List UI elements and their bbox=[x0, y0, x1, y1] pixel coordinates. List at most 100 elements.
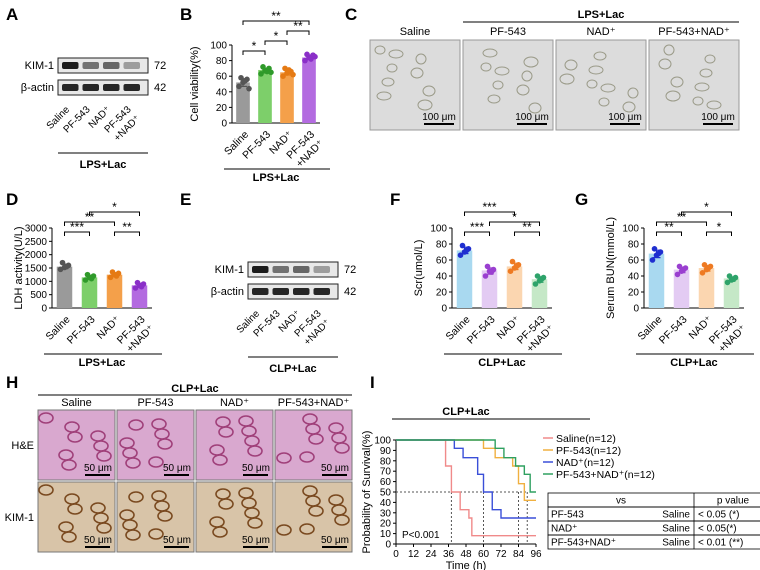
panelB-data-point bbox=[302, 57, 308, 64]
panelG-significance-label: ** bbox=[677, 210, 687, 224]
panelB-significance-label: ** bbox=[271, 9, 281, 23]
panel-letter-D: D bbox=[6, 190, 18, 209]
panelH-scale-text: 50 μm bbox=[242, 535, 270, 546]
panel-letter-H: H bbox=[6, 373, 18, 392]
panelC-cell bbox=[422, 85, 436, 97]
panelH-tubule bbox=[128, 491, 144, 503]
panelF-data-point bbox=[459, 242, 466, 249]
panelH-tubule bbox=[328, 494, 344, 506]
panelD-y-tick-label: 2000 bbox=[25, 250, 48, 261]
panelE-condition: CLP+Lac bbox=[269, 363, 316, 375]
panelA-condition: LPS+Lac bbox=[80, 159, 127, 171]
panelB-y-label: Cell viability(%) bbox=[189, 46, 201, 121]
panelH-tubule bbox=[148, 456, 164, 468]
panelB-y-tick-label: 0 bbox=[221, 119, 227, 130]
panelI-y-label: Probability of Survival(%) bbox=[361, 431, 373, 554]
panelC-cell bbox=[388, 49, 404, 59]
panelD-data-point bbox=[107, 274, 114, 281]
panelC-cell bbox=[376, 91, 392, 101]
panel-letter-C: C bbox=[345, 5, 357, 24]
panelF-significance-label: ** bbox=[522, 220, 532, 234]
panel-letter-E: E bbox=[180, 190, 191, 209]
panelI-x-tick-label: 24 bbox=[425, 549, 437, 560]
panelH-tubule bbox=[328, 422, 344, 434]
panelD-data-point bbox=[132, 285, 139, 291]
panelI-survival-curve bbox=[396, 439, 536, 493]
panelE-band bbox=[252, 266, 269, 273]
panelI-table-cell: < 0.05(*) bbox=[698, 524, 737, 535]
panelH-row-label: KIM-1 bbox=[5, 512, 34, 524]
panelF-data-point bbox=[538, 276, 545, 283]
panelB-significance-bracket bbox=[286, 30, 310, 35]
panelG-significance-bracket bbox=[681, 211, 732, 216]
panelC-group-label: Saline bbox=[400, 26, 431, 38]
panelH-tubule bbox=[302, 485, 318, 497]
panelH-tissue-image bbox=[274, 409, 353, 481]
panelC-cell bbox=[494, 66, 510, 76]
panelB-condition: LPS+Lac bbox=[253, 172, 300, 184]
panelD-data-point bbox=[63, 263, 70, 270]
panelG-y-tick-label: 80 bbox=[628, 240, 640, 251]
panelC-scale-text: 100 μm bbox=[608, 112, 642, 123]
panelB-bar bbox=[280, 72, 294, 123]
panelH-row-label: H&E bbox=[11, 440, 34, 452]
panelI-table-cell: Saline bbox=[662, 538, 690, 549]
panelB-data-point bbox=[260, 64, 266, 70]
panelB-data-point bbox=[304, 51, 310, 58]
panelI-y-tick-label: 80 bbox=[380, 456, 392, 467]
panel-letter-A: A bbox=[6, 5, 18, 24]
panelC-cell bbox=[692, 96, 704, 106]
panelH-group-label: PF-543 bbox=[137, 397, 173, 409]
panelI-x-tick-label: 36 bbox=[443, 549, 455, 560]
panelB-data-point bbox=[242, 78, 248, 84]
panelB-data-point bbox=[268, 69, 274, 76]
panelI-legend-label: PF-543(n=12) bbox=[556, 445, 621, 457]
panelH-tubule bbox=[90, 430, 106, 442]
panelH-tubule bbox=[215, 488, 231, 500]
panelG-significance-label: ** bbox=[664, 220, 674, 234]
panelI-x-tick-label: 72 bbox=[495, 549, 507, 560]
panelC-group-label: PF-543+NAD⁺ bbox=[658, 26, 730, 38]
panelB-data-point bbox=[258, 71, 264, 77]
panelF-data-point bbox=[507, 268, 514, 275]
panelI-y-tick-label: 70 bbox=[380, 467, 392, 478]
panelC-cell bbox=[374, 45, 386, 55]
panelH-tubule bbox=[90, 502, 106, 514]
panelG-data-point bbox=[649, 257, 656, 263]
panelE-kda1: 72 bbox=[344, 264, 356, 276]
panelF-bar bbox=[481, 270, 498, 308]
panelH-group-label: NAD⁺ bbox=[220, 397, 249, 409]
panelI-survival-curve bbox=[396, 439, 536, 502]
panelB-data-point bbox=[238, 74, 244, 81]
panelE-band bbox=[313, 266, 330, 273]
panelH-tubule bbox=[64, 493, 80, 505]
panelH-tubule bbox=[299, 451, 315, 463]
panelF-y-label: Scr(umol/L) bbox=[413, 240, 425, 297]
panelH-scale-text: 50 μm bbox=[242, 463, 270, 474]
panelD-bar bbox=[81, 277, 98, 308]
panelC-cell bbox=[706, 100, 722, 110]
panelC-cell bbox=[521, 70, 533, 82]
panelB-bar bbox=[302, 57, 316, 124]
panelE-band bbox=[293, 288, 310, 295]
panelE-band bbox=[272, 266, 289, 273]
panelI-legend-label: NAD⁺(n=12) bbox=[556, 457, 614, 469]
panelD-data-point bbox=[82, 277, 89, 283]
panelG-significance-bracket bbox=[706, 231, 732, 236]
panelF-data-point bbox=[484, 263, 491, 270]
panelB-data-point bbox=[286, 67, 292, 73]
panel-letter-G: G bbox=[575, 190, 588, 209]
panelG-y-tick-label: 100 bbox=[622, 224, 639, 235]
panelI-title: CLP+Lac bbox=[442, 406, 489, 418]
panelA-band bbox=[103, 62, 120, 69]
panelC-cell bbox=[480, 62, 492, 72]
panelG-bar bbox=[723, 278, 740, 308]
panelA-kda1: 72 bbox=[154, 60, 166, 72]
panelF-y-tick-label: 80 bbox=[436, 240, 448, 251]
panelD-data-point bbox=[84, 271, 91, 278]
panelB-significance-label: * bbox=[274, 29, 279, 43]
panelB-y-tick-label: 40 bbox=[216, 87, 228, 98]
panelD-y-tick-label: 3000 bbox=[25, 224, 48, 235]
panelD-significance-label: ** bbox=[85, 210, 95, 224]
